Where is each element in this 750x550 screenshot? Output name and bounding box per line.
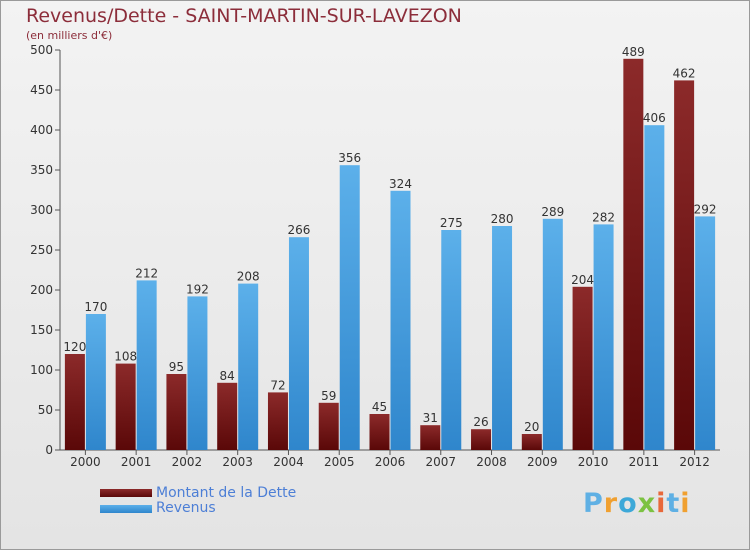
data-label-revenus: 208 bbox=[237, 270, 260, 284]
logo-letter: P bbox=[583, 488, 604, 519]
x-tick-label: 2006 bbox=[375, 455, 406, 469]
y-tick-label: 350 bbox=[30, 163, 53, 177]
x-tick-label: 2007 bbox=[425, 455, 456, 469]
proxiti-logo: Proxiti bbox=[583, 488, 691, 519]
legend-swatch-revenus bbox=[100, 505, 152, 513]
bar-revenus bbox=[492, 226, 513, 450]
logo-letter: i bbox=[680, 488, 691, 519]
chart-subtitle: (en milliers d'€) bbox=[26, 29, 113, 42]
data-label-dette: 108 bbox=[114, 350, 137, 364]
legend-swatch-dette bbox=[100, 489, 152, 497]
data-label-revenus: 282 bbox=[592, 210, 615, 224]
y-tick-label: 50 bbox=[38, 403, 53, 417]
data-label-revenus: 356 bbox=[338, 151, 361, 165]
bar-dette bbox=[115, 363, 136, 450]
y-tick-label: 400 bbox=[30, 123, 53, 137]
bar-dette bbox=[217, 382, 238, 450]
y-tick-label: 450 bbox=[30, 83, 53, 97]
bar-dette bbox=[166, 374, 187, 450]
bar-revenus bbox=[288, 237, 309, 450]
data-label-dette: 462 bbox=[673, 66, 696, 80]
y-tick-label: 500 bbox=[30, 43, 53, 57]
bar-revenus bbox=[85, 314, 106, 450]
data-label-dette: 59 bbox=[321, 389, 336, 403]
x-tick-label: 2002 bbox=[172, 455, 203, 469]
data-label-revenus: 280 bbox=[491, 212, 514, 226]
bar-dette bbox=[369, 414, 390, 450]
bar-dette bbox=[674, 80, 695, 451]
x-tick-label: 2005 bbox=[324, 455, 355, 469]
x-tick-label: 2009 bbox=[527, 455, 558, 469]
bar-dette bbox=[623, 58, 644, 451]
data-label-dette: 20 bbox=[524, 420, 539, 434]
x-tick-label: 2001 bbox=[121, 455, 152, 469]
data-label-dette: 84 bbox=[220, 369, 235, 383]
data-label-revenus: 289 bbox=[541, 205, 564, 219]
chart-title: Revenus/Dette - SAINT-MARTIN-SUR-LAVEZON bbox=[26, 5, 462, 27]
bar-dette bbox=[267, 392, 288, 450]
x-tick-label: 2008 bbox=[476, 455, 507, 469]
x-tick-label: 2010 bbox=[578, 455, 609, 469]
data-label-revenus: 324 bbox=[389, 177, 412, 191]
bar-revenus bbox=[187, 296, 208, 450]
logo-letter: i bbox=[656, 488, 667, 519]
bar-revenus bbox=[339, 165, 360, 450]
logo-letter: x bbox=[637, 488, 657, 519]
bar-revenus bbox=[695, 216, 716, 450]
logo-letter: r bbox=[603, 488, 619, 519]
data-label-dette: 31 bbox=[423, 411, 438, 425]
data-label-revenus: 212 bbox=[135, 266, 158, 280]
data-label-dette: 95 bbox=[169, 360, 184, 374]
bar-revenus bbox=[542, 218, 563, 450]
data-label-revenus: 170 bbox=[84, 300, 107, 314]
bar-revenus bbox=[593, 224, 614, 450]
y-tick-label: 250 bbox=[30, 243, 53, 257]
logo-letter: t bbox=[666, 488, 681, 519]
data-label-revenus: 266 bbox=[288, 223, 311, 237]
bar-dette bbox=[318, 402, 339, 450]
bar-revenus bbox=[136, 280, 157, 450]
x-tick-label: 2011 bbox=[629, 455, 660, 469]
data-label-dette: 489 bbox=[622, 45, 645, 59]
data-label-revenus: 406 bbox=[643, 111, 666, 125]
data-label-revenus: 292 bbox=[694, 202, 717, 216]
data-label-dette: 72 bbox=[270, 378, 285, 392]
y-tick-label: 200 bbox=[30, 283, 53, 297]
bar-dette bbox=[471, 429, 492, 450]
legend-label-dette: Montant de la Dette bbox=[156, 485, 297, 501]
bar-dette bbox=[521, 434, 542, 450]
x-tick-label: 2003 bbox=[222, 455, 253, 469]
bar-revenus bbox=[441, 230, 462, 450]
data-label-dette: 120 bbox=[63, 340, 86, 354]
data-label-revenus: 275 bbox=[440, 216, 463, 230]
bar-revenus bbox=[644, 125, 665, 450]
data-label-revenus: 192 bbox=[186, 282, 209, 296]
data-label-dette: 45 bbox=[372, 400, 387, 414]
y-tick-label: 0 bbox=[45, 443, 53, 457]
y-tick-label: 100 bbox=[30, 363, 53, 377]
bar-revenus bbox=[238, 283, 259, 450]
data-label-dette: 204 bbox=[571, 273, 594, 287]
logo-letter: o bbox=[618, 488, 638, 519]
y-tick-label: 150 bbox=[30, 323, 53, 337]
bar-dette bbox=[572, 286, 593, 450]
bar-revenus bbox=[390, 190, 411, 451]
bar-dette bbox=[64, 354, 85, 450]
legend-label-revenus: Revenus bbox=[156, 500, 216, 516]
x-tick-label: 2012 bbox=[679, 455, 710, 469]
bar-dette bbox=[420, 425, 441, 450]
x-tick-label: 2004 bbox=[273, 455, 304, 469]
x-tick-label: 2000 bbox=[70, 455, 101, 469]
data-label-dette: 26 bbox=[473, 415, 488, 429]
y-tick-label: 300 bbox=[30, 203, 53, 217]
